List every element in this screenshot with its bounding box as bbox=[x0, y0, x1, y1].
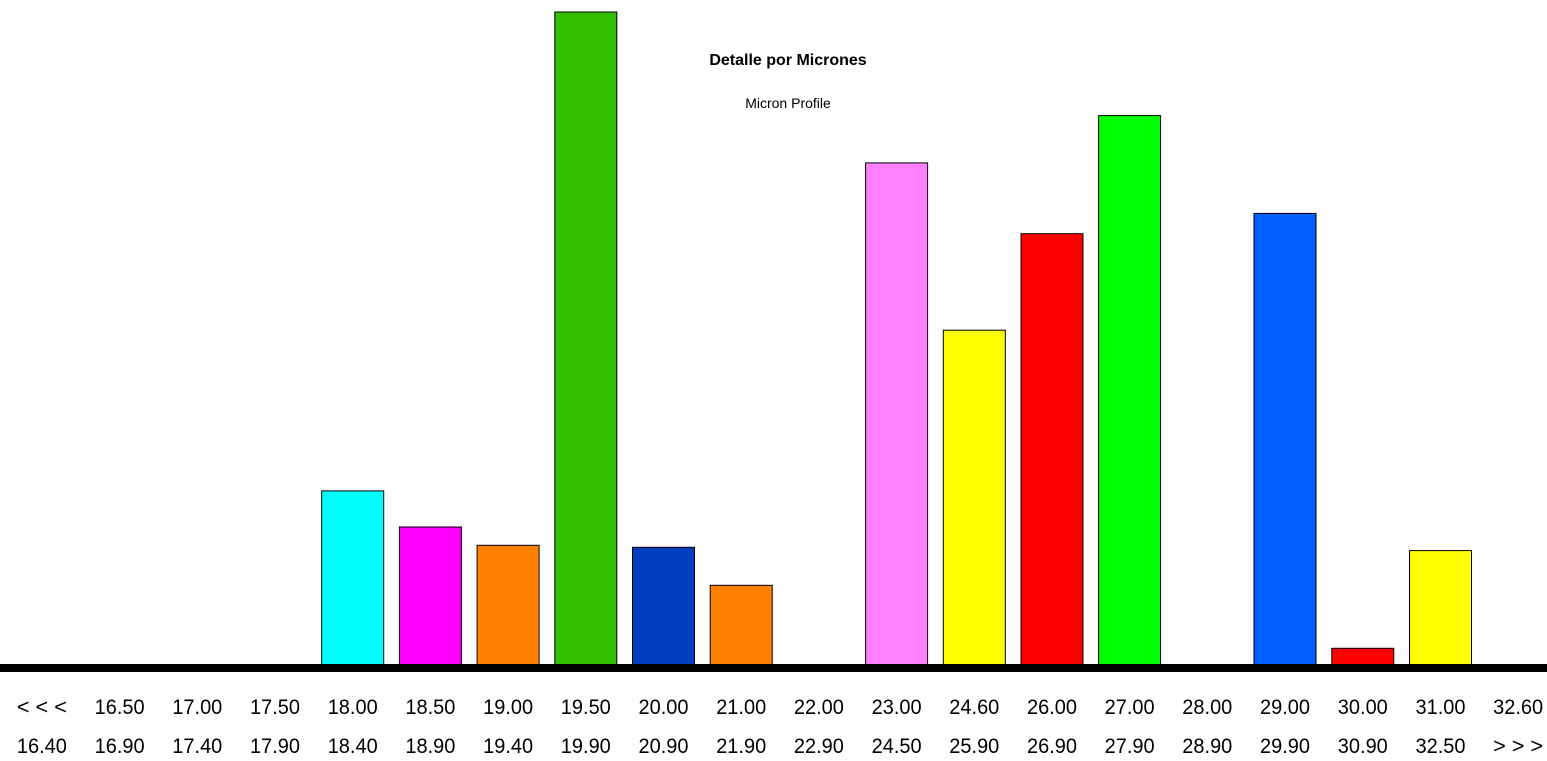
bottom-tick-label-13: 25.90 bbox=[949, 735, 999, 758]
bottom-tick-label-10: 21.90 bbox=[716, 735, 766, 758]
bottom-tick-label-9: 20.90 bbox=[639, 735, 689, 758]
top-tick-label-1: < < < bbox=[17, 696, 67, 719]
chart-subtitle: Micron Profile bbox=[745, 95, 831, 111]
top-tick-label-13: 24.60 bbox=[949, 696, 999, 719]
top-tick-label-17: 29.00 bbox=[1260, 696, 1310, 719]
top-tick-labels: < < < 16.50 17.00 17.50 18.00 18.50 19.00 19.50… bbox=[17, 696, 1543, 719]
top-tick-label-12: 23.00 bbox=[872, 696, 922, 719]
bar-7 bbox=[476, 544, 540, 669]
bar-14 bbox=[1020, 233, 1084, 669]
bars-group bbox=[321, 11, 1472, 669]
bottom-tick-label-2: 16.90 bbox=[95, 735, 145, 758]
bottom-tick-label-15: 27.90 bbox=[1105, 735, 1155, 758]
top-tick-label-3: 17.00 bbox=[172, 696, 222, 719]
top-tick-label-18: 30.00 bbox=[1338, 696, 1388, 719]
top-tick-label-7: 19.00 bbox=[483, 696, 533, 719]
bottom-tick-label-7: 19.40 bbox=[483, 735, 533, 758]
top-tick-label-5: 18.00 bbox=[328, 696, 378, 719]
bottom-tick-label-18: 30.90 bbox=[1338, 735, 1388, 758]
top-tick-label-19: 31.00 bbox=[1416, 696, 1466, 719]
chart-title: Detalle por Micrones bbox=[709, 52, 867, 69]
top-tick-label-15: 27.00 bbox=[1105, 696, 1155, 719]
bar-10 bbox=[709, 584, 773, 669]
bottom-tick-label-14: 26.90 bbox=[1027, 735, 1077, 758]
top-tick-label-10: 21.00 bbox=[716, 696, 766, 719]
top-tick-label-8: 19.50 bbox=[561, 696, 611, 719]
top-tick-label-6: 18.50 bbox=[405, 696, 455, 719]
bar-9 bbox=[632, 546, 695, 669]
bottom-tick-label-19: 32.50 bbox=[1416, 735, 1466, 758]
bottom-tick-label-5: 18.40 bbox=[328, 735, 378, 758]
bar-12 bbox=[865, 162, 929, 669]
top-tick-label-20: 32.60 bbox=[1493, 696, 1543, 719]
bar-15 bbox=[1098, 115, 1162, 669]
bar-5 bbox=[321, 490, 385, 669]
x-axis-baseline bbox=[0, 664, 1547, 672]
bottom-tick-label-16: 28.90 bbox=[1182, 735, 1232, 758]
bar-6 bbox=[398, 526, 462, 669]
bottom-tick-label-3: 17.40 bbox=[172, 735, 222, 758]
top-tick-label-14: 26.00 bbox=[1027, 696, 1077, 719]
bar-17 bbox=[1253, 212, 1317, 669]
bar-8 bbox=[554, 11, 618, 669]
top-tick-label-11: 22.00 bbox=[794, 696, 844, 719]
bottom-tick-label-17: 29.90 bbox=[1260, 735, 1310, 758]
bottom-tick-label-4: 17.90 bbox=[250, 735, 300, 758]
bottom-tick-label-1: 16.40 bbox=[17, 735, 67, 758]
top-tick-label-16: 28.00 bbox=[1182, 696, 1232, 719]
top-tick-label-2: 16.50 bbox=[95, 696, 145, 719]
top-tick-label-4: 17.50 bbox=[250, 696, 300, 719]
bottom-tick-label-12: 24.50 bbox=[872, 735, 922, 758]
bottom-tick-label-20: > > > bbox=[1493, 735, 1543, 758]
top-tick-label-9: 20.00 bbox=[639, 696, 689, 719]
bar-19 bbox=[1409, 550, 1472, 669]
bottom-tick-label-8: 19.90 bbox=[561, 735, 611, 758]
bar-13 bbox=[942, 329, 1006, 669]
bottom-tick-labels: 16.40 16.90 17.40 17.90 18.40 18.90 19.40 19.90… bbox=[17, 735, 1543, 758]
bottom-tick-label-11: 22.90 bbox=[794, 735, 844, 758]
bottom-tick-label-6: 18.90 bbox=[405, 735, 455, 758]
